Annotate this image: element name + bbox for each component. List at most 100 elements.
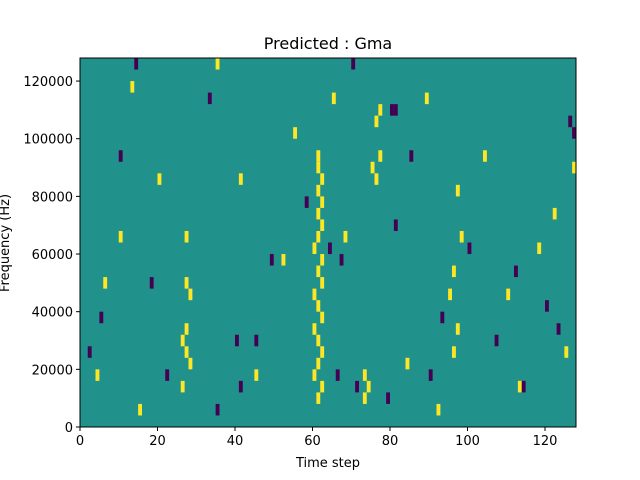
heatmap-cell xyxy=(235,334,239,347)
heatmap-cell xyxy=(568,115,573,128)
heatmap-cell xyxy=(254,334,259,347)
heatmap-cell xyxy=(405,357,410,370)
y-tick-label: 60000 xyxy=(32,248,73,263)
heatmap-cell xyxy=(328,242,332,255)
heatmap-cell xyxy=(238,173,243,185)
heatmap-cell xyxy=(378,104,383,116)
heatmap-cell xyxy=(238,380,243,393)
heatmap-cell xyxy=(386,392,390,404)
heatmap-cell xyxy=(184,230,189,243)
heatmap-cell xyxy=(448,288,452,301)
y-tick-label: 20000 xyxy=(32,363,73,378)
heatmap-cell xyxy=(572,161,576,174)
heatmap-cell xyxy=(118,150,123,162)
heatmap-cell xyxy=(393,219,398,231)
heatmap-cell xyxy=(362,369,367,381)
heatmap-cell xyxy=(320,219,325,231)
heatmap-cell xyxy=(180,334,185,347)
heatmap-cell xyxy=(254,369,259,381)
heatmap-cell xyxy=(312,369,317,381)
heatmap-cell xyxy=(103,277,108,289)
heatmap-cell xyxy=(351,58,356,70)
heatmap-cell xyxy=(517,380,522,393)
heatmap-cell xyxy=(149,277,154,289)
heatmap-cell xyxy=(269,254,274,266)
heatmap-cell xyxy=(556,323,561,335)
heatmap-cell xyxy=(180,380,185,393)
heatmap-cell xyxy=(157,173,162,185)
x-tick-label: 0 xyxy=(76,434,84,449)
heatmap-cell xyxy=(545,300,549,312)
heatmap-cell xyxy=(134,58,139,70)
heatmap-cell xyxy=(455,323,460,335)
axes-frame xyxy=(79,57,577,428)
heatmap-cell xyxy=(494,334,499,347)
heatmap-cell xyxy=(467,242,472,255)
heatmap-cell xyxy=(452,265,456,278)
heatmap-cell xyxy=(316,184,321,197)
y-tick-label: 40000 xyxy=(32,306,73,321)
heatmap-cell xyxy=(316,300,321,312)
heatmap-cells xyxy=(87,58,576,416)
y-tick-label: 0 xyxy=(65,421,73,436)
heatmap-cell xyxy=(320,277,325,289)
heatmap-cell xyxy=(409,150,414,162)
heatmap-cell xyxy=(552,207,557,220)
heatmap-cell xyxy=(564,346,569,358)
plot-area xyxy=(79,57,577,428)
heatmap-cell xyxy=(455,184,460,197)
heatmap-cell xyxy=(316,392,321,404)
heatmap-cell xyxy=(370,161,375,174)
heatmap-cell xyxy=(316,150,321,162)
heatmap-cell xyxy=(440,311,445,324)
heatmap-cell xyxy=(320,254,325,266)
heatmap-cell xyxy=(343,230,348,243)
heatmap-cell xyxy=(339,254,344,266)
heatmap-cell xyxy=(188,288,193,301)
heatmap-cell xyxy=(316,265,321,278)
heatmap-cell xyxy=(184,346,189,358)
heatmap-cell xyxy=(452,346,456,358)
heatmap-cell xyxy=(428,369,433,381)
x-tick-label: 60 xyxy=(304,434,321,449)
y-tick-label: 100000 xyxy=(23,133,73,148)
heatmap-cell xyxy=(366,380,371,393)
heatmap-cell xyxy=(320,346,325,358)
x-axis-label: Time step xyxy=(295,456,360,471)
y-tick-label: 120000 xyxy=(23,75,73,90)
heatmap-cell xyxy=(335,369,340,381)
heatmap-cell xyxy=(184,277,189,289)
heatmap-cell xyxy=(514,265,518,278)
chart-title: Predicted : Gma xyxy=(264,34,392,53)
heatmap-cell xyxy=(118,230,123,243)
heatmap-cell xyxy=(184,323,189,335)
x-axis: 0 20 40 60 80 100 120 xyxy=(76,427,557,449)
heatmap-cell xyxy=(316,230,321,243)
heatmap-cell xyxy=(459,230,464,243)
heatmap-cell xyxy=(521,380,526,393)
heatmap-cell xyxy=(320,173,325,185)
heatmap-cell xyxy=(207,92,212,105)
x-tick-label: 20 xyxy=(149,434,166,449)
heatmap-cell xyxy=(316,161,321,174)
heatmap-cell xyxy=(316,334,321,347)
heatmap-cell xyxy=(293,127,297,139)
heatmap-cell xyxy=(130,81,135,93)
heatmap-cell xyxy=(312,288,317,301)
x-tick-label: 100 xyxy=(455,434,480,449)
heatmap-cell xyxy=(374,115,379,128)
x-tick-label: 40 xyxy=(227,434,244,449)
heatmap-cell xyxy=(138,403,142,416)
heatmap-cell xyxy=(393,104,398,116)
y-axis-label: Frequency (Hz) xyxy=(0,194,13,292)
heatmap-cell xyxy=(316,357,321,370)
heatmap-cell xyxy=(320,311,325,324)
heatmap-cell xyxy=(378,150,383,162)
heatmap-cell xyxy=(320,196,325,208)
heatmap-cell xyxy=(355,380,359,393)
heatmap-cell xyxy=(215,58,220,70)
heatmap-cell xyxy=(483,150,487,162)
heatmap-cell xyxy=(215,403,220,416)
heatmap-cell xyxy=(281,254,286,266)
